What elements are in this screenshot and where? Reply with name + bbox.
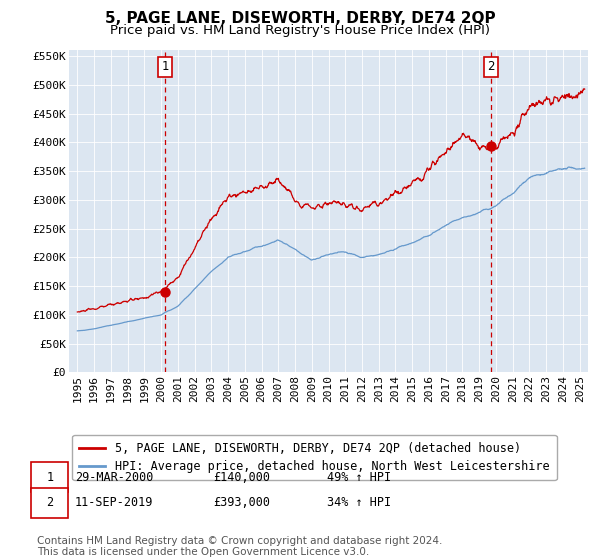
Text: £140,000: £140,000 <box>213 470 270 484</box>
Text: 34% ↑ HPI: 34% ↑ HPI <box>327 496 391 510</box>
Text: Contains HM Land Registry data © Crown copyright and database right 2024.
This d: Contains HM Land Registry data © Crown c… <box>37 535 443 557</box>
Text: 11-SEP-2019: 11-SEP-2019 <box>75 496 154 510</box>
Text: 29-MAR-2000: 29-MAR-2000 <box>75 470 154 484</box>
Text: £393,000: £393,000 <box>213 496 270 510</box>
Text: 2: 2 <box>46 496 53 510</box>
Text: Price paid vs. HM Land Registry's House Price Index (HPI): Price paid vs. HM Land Registry's House … <box>110 24 490 37</box>
Text: 1: 1 <box>46 470 53 484</box>
Legend: 5, PAGE LANE, DISEWORTH, DERBY, DE74 2QP (detached house), HPI: Average price, d: 5, PAGE LANE, DISEWORTH, DERBY, DE74 2QP… <box>73 435 557 480</box>
Text: 5, PAGE LANE, DISEWORTH, DERBY, DE74 2QP: 5, PAGE LANE, DISEWORTH, DERBY, DE74 2QP <box>104 11 496 26</box>
Text: 1: 1 <box>161 60 169 73</box>
Text: 2: 2 <box>487 60 495 73</box>
Text: 49% ↑ HPI: 49% ↑ HPI <box>327 470 391 484</box>
